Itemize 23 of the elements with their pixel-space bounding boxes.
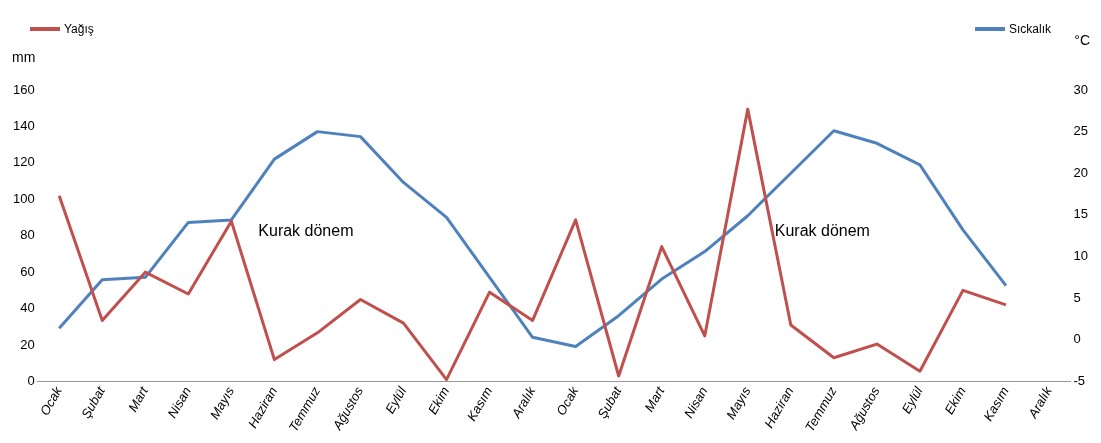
y2-tick-label: -5	[1073, 373, 1086, 389]
y2-axis-title: °C	[1074, 32, 1090, 48]
y-tick-label: 60	[20, 263, 35, 279]
annotation: Kurak dönem	[258, 221, 354, 239]
y-tick-label: 160	[12, 81, 35, 97]
y-tick-label: 120	[12, 154, 35, 170]
y2-tick-label: 30	[1073, 81, 1089, 97]
annotation: Kurak dönem	[774, 221, 870, 239]
y-axis-title: mm	[12, 49, 36, 65]
y2-tick-label: 20	[1073, 164, 1089, 180]
y-tick-label: 100	[12, 190, 35, 206]
y-tick-label: 40	[20, 300, 35, 316]
y2-tick-label: 10	[1073, 248, 1089, 264]
y-tick-label: 20	[20, 336, 35, 352]
legend-label: Yağış	[64, 22, 94, 36]
y-tick-label: 80	[20, 227, 35, 243]
y2-tick-label: 15	[1073, 206, 1089, 222]
y2-tick-label: 0	[1073, 331, 1081, 347]
y2-tick-label: 5	[1073, 289, 1081, 305]
y-tick-label: 140	[12, 118, 35, 134]
y2-tick-label: 25	[1073, 123, 1089, 139]
legend-label: Sıckalık	[1008, 22, 1051, 36]
y-tick-label: 0	[27, 373, 35, 389]
